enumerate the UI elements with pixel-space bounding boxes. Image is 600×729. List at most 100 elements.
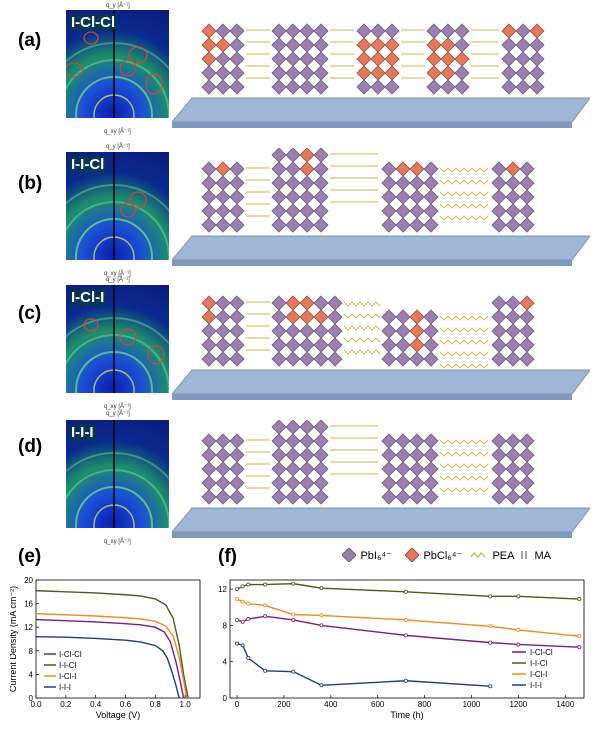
pbi6-octahedron — [381, 489, 397, 505]
pbi6-octahedron — [395, 475, 411, 491]
pea-spacer — [439, 315, 489, 321]
pbi6-octahedron — [395, 447, 411, 463]
pbi6-octahedron — [201, 65, 217, 81]
pbi6-octahedron — [384, 23, 400, 39]
pbi6-octahedron — [313, 37, 329, 53]
scene-b — [172, 148, 590, 266]
pbi6-octahedron — [381, 337, 397, 353]
pbi6-octahedron — [271, 175, 287, 191]
pbi6-octahedron — [491, 217, 507, 233]
data-point — [577, 634, 582, 639]
pbi6-octahedron — [271, 37, 287, 53]
pbcl6-octahedron — [505, 161, 521, 177]
pbi6-octahedron — [313, 51, 329, 67]
pbcl6-octahedron — [370, 65, 386, 81]
pbi6-octahedron — [215, 461, 231, 477]
pbi6-octahedron — [327, 351, 343, 367]
pbcl6-octahedron — [299, 309, 315, 325]
pbi6-octahedron — [285, 217, 301, 233]
pbcl6-octahedron — [201, 23, 217, 39]
pbi6-octahedron — [285, 337, 301, 353]
pbi6-octahedron — [285, 323, 301, 339]
pbi6-octahedron — [271, 323, 287, 339]
pbi6-octahedron — [515, 23, 531, 39]
giwaxs-image: I-I-I — [66, 420, 169, 528]
x-tick-label: 400 — [324, 700, 338, 709]
x-tick-label: 0.8 — [150, 700, 162, 709]
pbi6-octahedron — [313, 175, 329, 191]
pbi6-octahedron — [201, 489, 217, 505]
data-point — [488, 684, 493, 689]
pbi6-octahedron — [395, 489, 411, 505]
legend-entry: I-I-Cl — [59, 661, 77, 670]
data-point — [291, 617, 296, 622]
pbi6-octahedron — [515, 65, 531, 81]
pbi6-octahedron — [327, 323, 343, 339]
pbi6-octahedron — [201, 79, 217, 95]
pea-spacer — [343, 337, 381, 343]
pbi6-octahedron — [423, 337, 439, 353]
data-point — [235, 587, 240, 592]
giwaxs-top-label: q_y [Å⁻¹] — [106, 411, 130, 417]
pbi6-octahedron — [409, 351, 425, 367]
giwaxs-top-label: q_y [Å⁻¹] — [106, 277, 130, 283]
giwaxs-rings — [66, 420, 169, 528]
data-point — [240, 584, 245, 589]
pbi6-octahedron — [327, 309, 343, 325]
giwaxs-rings — [66, 285, 169, 393]
pbi6-octahedron — [515, 37, 531, 53]
pbi6-octahedron — [229, 351, 245, 367]
giwaxs-x-label: q_xy [Å⁻¹] — [104, 129, 131, 135]
pbi6-octahedron — [313, 203, 329, 219]
pbi6-octahedron — [201, 447, 217, 463]
pbi6-octahedron — [229, 161, 245, 177]
legend-ma: MA — [518, 546, 551, 564]
panel-label-f: (f) — [218, 546, 237, 567]
pbi6-octahedron — [501, 79, 517, 95]
pbi6-octahedron — [395, 323, 411, 339]
data-point — [246, 656, 251, 661]
pbi6-octahedron — [505, 433, 521, 449]
pbi6-octahedron — [519, 461, 535, 477]
pbi6-octahedron — [313, 217, 329, 233]
y-tick-label: 8 — [223, 621, 228, 630]
pbi6-octahedron — [229, 447, 245, 463]
pbi6-octahedron — [505, 217, 521, 233]
pbi6-octahedron — [440, 79, 456, 95]
pbi6-octahedron — [299, 51, 315, 67]
pbi6-octahedron — [519, 189, 535, 205]
pbcl6-octahedron — [426, 65, 442, 81]
pbi6-octahedron — [519, 489, 535, 505]
pbi6-octahedron — [299, 489, 315, 505]
pbi6-octahedron — [519, 203, 535, 219]
data-point — [488, 594, 493, 599]
data-point — [516, 627, 521, 632]
pbi6-octahedron — [285, 447, 301, 463]
pbcl6-octahedron — [299, 161, 315, 177]
x-axis-title: Voltage (V) — [96, 710, 141, 720]
pbi6-octahedron — [285, 148, 301, 163]
pbi6-octahedron — [215, 51, 231, 67]
pea-spacer — [439, 363, 489, 369]
pbi6-octahedron — [215, 447, 231, 463]
pbcl6-octahedron — [201, 309, 217, 325]
pbcl6-octahedron — [356, 37, 372, 53]
pbcl6-octahedron — [215, 37, 231, 53]
pbi6-octahedron — [229, 433, 245, 449]
pbi6-octahedron — [440, 23, 456, 39]
pbi6-octahedron — [299, 203, 315, 219]
pbi6-octahedron — [491, 461, 507, 477]
pbcl6-octahedron — [201, 37, 217, 53]
pbi6-octahedron — [229, 475, 245, 491]
data-point — [403, 678, 408, 683]
giwaxs-x-label: q_xy [Å⁻¹] — [104, 271, 131, 277]
pbi6-octahedron — [271, 217, 287, 233]
data-point — [291, 612, 296, 617]
pbi6-octahedron — [271, 489, 287, 505]
pbi6-octahedron — [313, 295, 329, 311]
data-point — [319, 586, 324, 591]
pbi6-octahedron — [515, 51, 531, 67]
pbi6-octahedron — [529, 79, 545, 95]
legend-pea: PEA — [470, 546, 514, 564]
giwaxs-x-label: q_xy [Å⁻¹] — [104, 404, 131, 410]
